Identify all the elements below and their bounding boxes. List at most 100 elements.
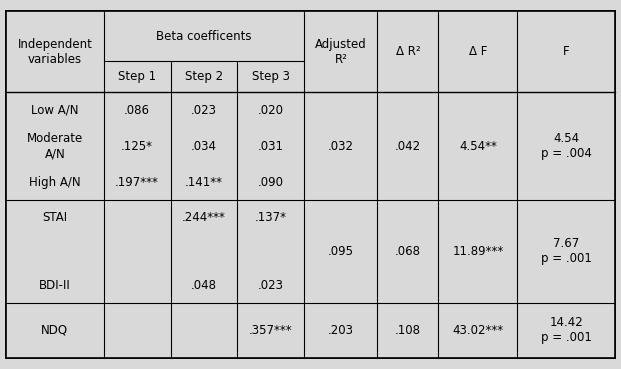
Bar <box>378 128 438 164</box>
Bar <box>104 61 171 92</box>
Bar <box>304 303 378 358</box>
Bar <box>517 164 615 200</box>
Text: Step 3: Step 3 <box>252 70 290 83</box>
Bar <box>171 200 237 234</box>
Bar <box>6 234 104 269</box>
Bar <box>104 92 171 128</box>
Text: .090: .090 <box>258 176 284 189</box>
Bar <box>438 11 517 92</box>
Text: .020: .020 <box>258 104 284 117</box>
Text: 11.89***: 11.89*** <box>452 245 504 258</box>
Bar <box>171 61 237 92</box>
Text: .042: .042 <box>395 140 421 153</box>
Text: Δ R²: Δ R² <box>396 45 420 58</box>
Text: 7.67
p = .001: 7.67 p = .001 <box>541 238 592 265</box>
Bar <box>517 234 615 269</box>
Text: .108: .108 <box>395 324 421 337</box>
Bar <box>517 303 615 358</box>
Text: .095: .095 <box>328 245 354 258</box>
Bar <box>237 234 304 269</box>
Bar <box>6 11 104 92</box>
Text: Beta coefficents: Beta coefficents <box>156 30 252 43</box>
Bar <box>104 269 171 303</box>
Text: 4.54**: 4.54** <box>459 140 497 153</box>
Text: F: F <box>563 45 569 58</box>
Text: Independent
variables: Independent variables <box>17 38 93 66</box>
Text: .244***: .244*** <box>182 211 226 224</box>
Bar <box>171 234 237 269</box>
Bar <box>171 92 237 128</box>
Text: .203: .203 <box>328 324 354 337</box>
Bar <box>237 303 304 358</box>
Text: .125*: .125* <box>121 140 153 153</box>
Text: .023: .023 <box>258 279 284 292</box>
Bar <box>6 164 104 200</box>
Bar <box>304 164 378 200</box>
Bar <box>304 128 378 164</box>
Bar <box>378 200 438 234</box>
Bar <box>104 11 304 61</box>
Bar <box>438 303 517 358</box>
Text: NDQ: NDQ <box>42 324 68 337</box>
Text: .032: .032 <box>328 140 354 153</box>
Bar <box>104 303 171 358</box>
Bar <box>104 234 171 269</box>
Bar <box>438 269 517 303</box>
Bar <box>237 61 304 92</box>
Text: .086: .086 <box>124 104 150 117</box>
Text: .141**: .141** <box>185 176 223 189</box>
Bar <box>304 269 378 303</box>
Bar <box>304 92 378 128</box>
Bar <box>104 200 171 234</box>
Text: .137*: .137* <box>255 211 287 224</box>
Bar <box>378 234 438 269</box>
Text: Low A/N: Low A/N <box>31 104 79 117</box>
Bar <box>304 234 378 269</box>
Bar <box>378 92 438 128</box>
Bar <box>378 11 438 92</box>
Bar <box>171 164 237 200</box>
Bar <box>517 92 615 128</box>
Bar <box>171 303 237 358</box>
Bar <box>237 269 304 303</box>
Bar <box>6 200 104 234</box>
Text: Step 2: Step 2 <box>185 70 223 83</box>
Bar <box>104 128 171 164</box>
Bar <box>6 128 104 164</box>
Text: .031: .031 <box>258 140 284 153</box>
Bar <box>6 269 104 303</box>
Text: .068: .068 <box>395 245 421 258</box>
Bar <box>237 92 304 128</box>
Bar <box>517 269 615 303</box>
Text: BDI-II: BDI-II <box>39 279 71 292</box>
Text: STAI: STAI <box>42 211 68 224</box>
Bar <box>6 303 104 358</box>
Bar <box>104 164 171 200</box>
Text: Step 1: Step 1 <box>118 70 156 83</box>
Bar <box>378 269 438 303</box>
Bar <box>378 303 438 358</box>
Bar <box>304 200 378 234</box>
Text: 14.42
p = .001: 14.42 p = .001 <box>541 317 592 344</box>
Text: .023: .023 <box>191 104 217 117</box>
Bar <box>438 128 517 164</box>
Bar <box>438 234 517 269</box>
Text: Δ F: Δ F <box>469 45 487 58</box>
Bar <box>517 200 615 234</box>
Bar <box>378 164 438 200</box>
Text: High A/N: High A/N <box>29 176 81 189</box>
Text: 4.54
p = .004: 4.54 p = .004 <box>541 132 592 160</box>
Text: .034: .034 <box>191 140 217 153</box>
Text: Adjusted
R²: Adjusted R² <box>315 38 367 66</box>
Bar <box>438 200 517 234</box>
Bar <box>304 11 378 92</box>
Text: Moderate
A/N: Moderate A/N <box>27 132 83 160</box>
Bar <box>237 128 304 164</box>
Bar <box>171 128 237 164</box>
Bar <box>517 11 615 92</box>
Text: .357***: .357*** <box>249 324 292 337</box>
Bar <box>517 128 615 164</box>
Text: .197***: .197*** <box>115 176 159 189</box>
Bar <box>438 164 517 200</box>
Text: .048: .048 <box>191 279 217 292</box>
